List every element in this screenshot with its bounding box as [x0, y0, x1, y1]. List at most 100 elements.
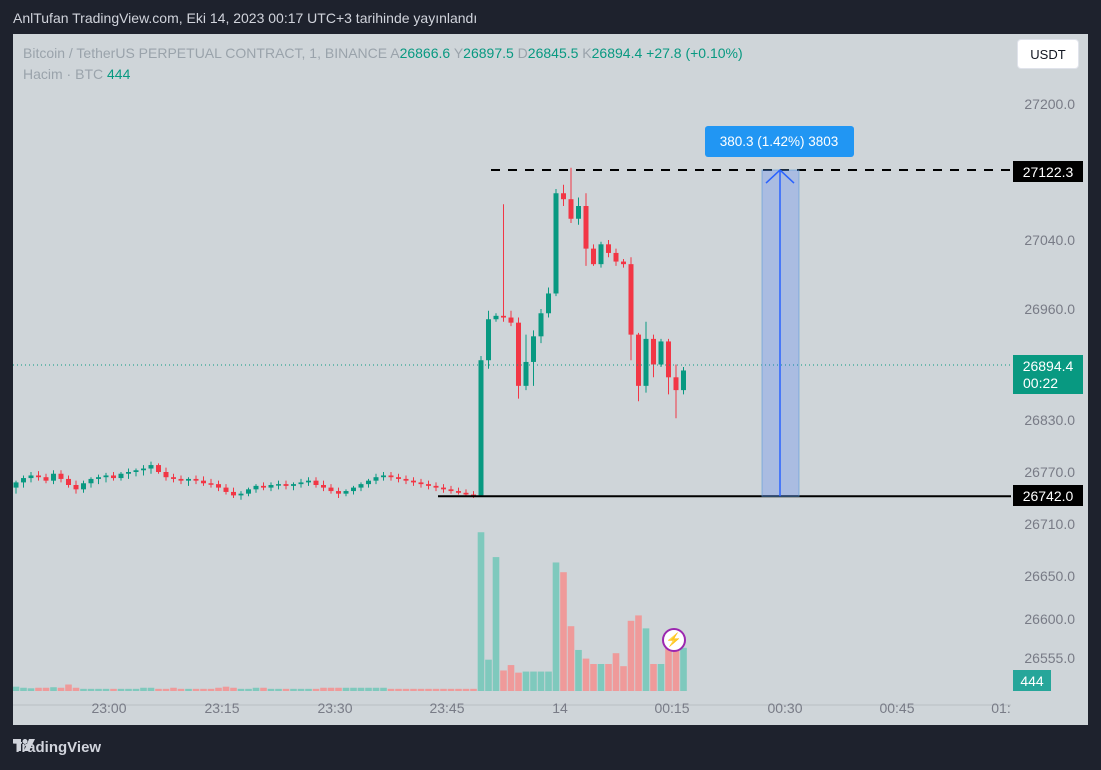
candle-body[interactable]	[193, 478, 199, 481]
symbol-title[interactable]: Bitcoin / TetherUS PERPETUAL CONTRACT, 1…	[23, 45, 388, 61]
top-level-tag[interactable]: 27122.3	[1013, 161, 1083, 182]
candle-body[interactable]	[621, 261, 626, 265]
candle-body[interactable]	[358, 484, 364, 488]
candle-body[interactable]	[253, 485, 259, 490]
candle-body[interactable]	[538, 313, 544, 337]
candle-body[interactable]	[516, 322, 521, 386]
candle-body[interactable]	[681, 370, 686, 391]
candle-body[interactable]	[28, 475, 34, 479]
candle-body[interactable]	[508, 317, 514, 323]
candle-body[interactable]	[636, 334, 641, 386]
candle-body[interactable]	[118, 473, 124, 479]
candle-body[interactable]	[381, 475, 386, 478]
candle-body[interactable]	[186, 478, 191, 481]
candle-body[interactable]	[546, 293, 551, 314]
candle-body[interactable]	[643, 338, 649, 386]
candle-body[interactable]	[103, 475, 109, 478]
candle-body[interactable]	[21, 478, 26, 483]
candle-body[interactable]	[598, 244, 604, 265]
candle-body[interactable]	[486, 319, 491, 361]
price-axis[interactable]: 27200.0 27040.0 26960.0 26830.0 26770.0 …	[1024, 96, 1075, 666]
candle-body[interactable]	[13, 482, 19, 488]
chart-area[interactable]: 380.3 (1.42%) 3803 23:00 23:15 23:30 23:…	[13, 34, 1088, 725]
candle-body[interactable]	[553, 193, 559, 294]
candle-body[interactable]	[283, 484, 289, 486]
bottom-level-tag[interactable]: 26742.0	[1013, 485, 1083, 506]
candle-body[interactable]	[343, 491, 349, 494]
ohlc-legend[interactable]: Bitcoin / TetherUS PERPETUAL CONTRACT, 1…	[23, 45, 743, 61]
candle-body[interactable]	[96, 477, 101, 479]
current-price-tag[interactable]: 26894.4 00:22	[1013, 355, 1083, 394]
candle-body[interactable]	[373, 477, 379, 481]
candle-body[interactable]	[126, 472, 131, 474]
candle-body[interactable]	[261, 485, 266, 488]
candle-body[interactable]	[58, 473, 64, 479]
candle-body[interactable]	[238, 493, 244, 496]
time-axis[interactable]: 23:00 23:15 23:30 23:45 14 00:15 00:30 0…	[13, 700, 1011, 716]
candle-body[interactable]	[36, 475, 41, 478]
candle-body[interactable]	[388, 475, 394, 478]
candle-body[interactable]	[591, 248, 596, 265]
candle-body[interactable]	[613, 252, 619, 262]
candle-body[interactable]	[321, 485, 326, 488]
candle-body[interactable]	[171, 477, 176, 479]
candle-body[interactable]	[51, 473, 56, 481]
candle-body[interactable]	[81, 483, 86, 490]
candle-body[interactable]	[208, 483, 214, 485]
candle-body[interactable]	[403, 478, 409, 481]
candle-body[interactable]	[576, 206, 581, 219]
volume-legend[interactable]: Hacim · BTC 444	[23, 66, 130, 82]
candle-body[interactable]	[448, 489, 454, 492]
candle-body[interactable]	[396, 477, 401, 479]
candle-body[interactable]	[133, 470, 139, 472]
candle-body[interactable]	[523, 361, 529, 386]
candle-body[interactable]	[223, 487, 229, 492]
candle-body[interactable]	[606, 244, 611, 253]
candle-body[interactable]	[411, 480, 416, 483]
candle-body[interactable]	[418, 482, 424, 485]
candle-body[interactable]	[561, 193, 566, 200]
candle-body[interactable]	[336, 491, 341, 494]
candle-body[interactable]	[163, 472, 169, 478]
candle-body[interactable]	[88, 478, 94, 484]
candle-body[interactable]	[276, 484, 281, 486]
candle-body[interactable]	[216, 484, 221, 488]
candle-body[interactable]	[658, 341, 664, 365]
flash-icon[interactable]: ⚡	[662, 628, 686, 652]
candle-body[interactable]	[441, 487, 446, 490]
volume-tag[interactable]: 444	[1013, 670, 1051, 691]
candle-body[interactable]	[148, 465, 154, 469]
candle-body[interactable]	[456, 491, 461, 493]
candle-body[interactable]	[201, 480, 206, 484]
candle-body[interactable]	[268, 485, 274, 488]
tradingview-logo[interactable]: TradingView	[13, 739, 101, 756]
candle-body[interactable]	[628, 264, 634, 335]
candle-body[interactable]	[111, 475, 116, 479]
currency-button[interactable]: USDT	[1017, 39, 1079, 69]
candle-body[interactable]	[666, 341, 671, 378]
candlestick-chart[interactable]: 380.3 (1.42%) 3803 23:00 23:15 23:30 23:…	[13, 34, 1088, 725]
candle-body[interactable]	[651, 338, 656, 365]
candle-body[interactable]	[351, 487, 356, 492]
candle-body[interactable]	[156, 465, 161, 472]
candle-body[interactable]	[298, 482, 304, 485]
candle-body[interactable]	[246, 489, 251, 494]
candle-body[interactable]	[433, 485, 439, 488]
candle-body[interactable]	[493, 315, 499, 320]
candle-body[interactable]	[501, 315, 506, 318]
candle-body[interactable]	[43, 477, 49, 481]
candle-body[interactable]	[73, 485, 79, 490]
candle-body[interactable]	[66, 478, 71, 485]
candle-body[interactable]	[306, 480, 311, 483]
candle-body[interactable]	[531, 336, 536, 362]
candle-body[interactable]	[328, 487, 334, 492]
candle-body[interactable]	[366, 480, 371, 485]
candle-body[interactable]	[568, 199, 574, 219]
candle-body[interactable]	[141, 468, 146, 471]
candle-body[interactable]	[478, 360, 484, 496]
candle-body[interactable]	[426, 484, 431, 486]
candle-body[interactable]	[583, 206, 589, 249]
candle-body[interactable]	[463, 492, 469, 495]
candle-body[interactable]	[231, 491, 236, 496]
candle-body[interactable]	[313, 480, 319, 485]
